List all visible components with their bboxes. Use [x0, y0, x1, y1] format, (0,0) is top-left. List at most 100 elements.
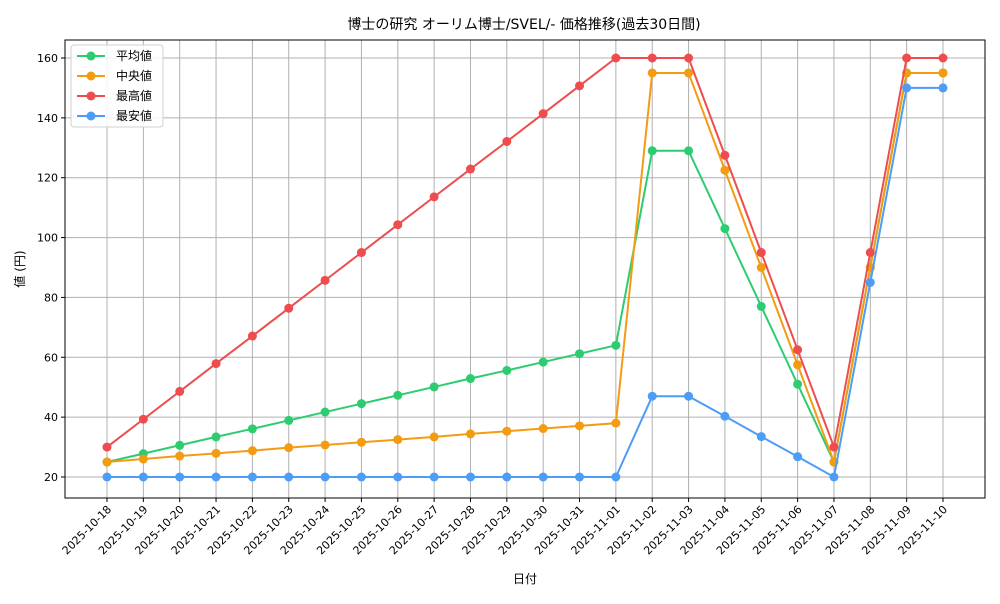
data-point: [611, 418, 621, 428]
data-point: [720, 224, 730, 234]
legend-label: 最安値: [116, 108, 152, 123]
data-point: [175, 440, 185, 450]
y-axis-label: 値 (円): [12, 250, 27, 287]
legend-marker: [86, 111, 96, 121]
data-point: [393, 390, 403, 400]
data-point: [320, 407, 330, 417]
data-point: [756, 432, 766, 442]
data-point: [611, 53, 621, 63]
series-2: [102, 53, 948, 452]
data-point: [793, 452, 803, 462]
legend-marker: [86, 91, 96, 101]
data-point: [502, 472, 512, 482]
data-point: [211, 448, 221, 458]
series-line: [106, 71, 943, 466]
data-point: [320, 440, 330, 450]
data-point: [647, 146, 657, 156]
data-point: [429, 472, 439, 482]
data-point: [720, 150, 730, 160]
data-point: [356, 399, 366, 409]
data-point: [756, 263, 766, 272]
data-point: [465, 429, 475, 439]
data-point: [684, 391, 694, 401]
data-point: [793, 379, 803, 389]
y-tick-label: 140: [37, 112, 58, 125]
data-point: [720, 411, 730, 421]
data-point: [938, 53, 948, 63]
data-point: [575, 421, 585, 431]
data-point: [647, 53, 657, 63]
data-point: [356, 248, 366, 258]
y-tick-label: 80: [44, 291, 58, 304]
data-point: [429, 192, 439, 202]
series-line: [106, 71, 943, 466]
data-point: [829, 472, 839, 482]
series-1: [102, 68, 948, 467]
series-3: [102, 83, 948, 482]
series-0: [102, 68, 948, 467]
data-point: [247, 472, 257, 482]
data-point: [502, 365, 512, 375]
x-axis-label: 日付: [513, 572, 537, 586]
data-point: [429, 432, 439, 442]
y-tick-label: 120: [37, 172, 58, 185]
data-series: [102, 53, 948, 482]
y-tick-label: 20: [44, 471, 58, 484]
data-point: [684, 68, 694, 78]
data-point: [393, 435, 403, 445]
data-point: [102, 472, 112, 482]
data-point: [538, 109, 548, 119]
data-point: [211, 359, 221, 369]
y-tick-label: 40: [44, 411, 58, 424]
legend-label: 最高値: [116, 88, 152, 103]
data-point: [902, 83, 912, 93]
legend-label: 平均値: [116, 48, 152, 63]
data-point: [684, 53, 694, 63]
data-point: [320, 275, 330, 285]
data-point: [175, 386, 185, 396]
data-point: [575, 81, 585, 91]
data-point: [284, 443, 294, 453]
data-point: [938, 83, 948, 93]
data-point: [247, 424, 257, 434]
data-point: [247, 331, 257, 341]
data-point: [611, 472, 621, 482]
series-line: [107, 86, 943, 479]
data-point: [938, 68, 948, 78]
data-point: [284, 472, 294, 482]
data-point: [575, 349, 585, 359]
legend-marker: [86, 51, 96, 61]
data-point: [211, 472, 221, 482]
data-point: [793, 360, 803, 370]
data-point: [393, 472, 403, 482]
data-point: [356, 437, 366, 447]
y-tick-label: 60: [44, 351, 58, 364]
data-point: [284, 415, 294, 425]
data-point: [102, 457, 112, 467]
legend-label: 中央値: [116, 68, 152, 83]
data-point: [575, 472, 585, 482]
series-line: [106, 57, 943, 451]
data-point: [175, 472, 185, 482]
data-point: [138, 454, 148, 464]
data-point: [138, 472, 148, 482]
data-point: [211, 432, 221, 442]
data-point: [756, 248, 766, 258]
data-point: [502, 137, 512, 147]
data-point: [720, 165, 730, 175]
data-point: [465, 374, 475, 384]
data-point: [829, 442, 839, 452]
data-point: [393, 220, 403, 230]
plot-area-frame: [64, 39, 986, 499]
data-point: [175, 451, 185, 461]
data-point: [247, 446, 257, 456]
data-point: [647, 68, 657, 78]
data-point: [865, 277, 875, 287]
data-point: [538, 357, 548, 367]
chart-title: 博士の研究 オーリム博士/SVEL/- 価格推移(過去30日間): [347, 16, 700, 33]
data-point: [102, 442, 112, 452]
data-point: [756, 301, 766, 311]
data-point: [320, 472, 330, 482]
